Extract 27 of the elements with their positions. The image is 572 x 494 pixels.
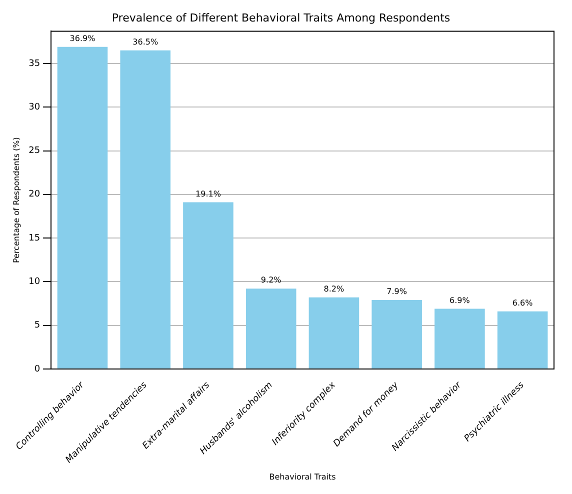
bar xyxy=(372,300,422,368)
y-axis-title: Percentage of Respondents (%) xyxy=(12,137,21,264)
chart-title: Prevalence of Different Behavioral Traits Among Respondents xyxy=(112,11,450,24)
bar xyxy=(434,308,485,368)
data-label: 8.2% xyxy=(324,284,345,294)
bar xyxy=(497,311,548,368)
y-tick-label: 30 xyxy=(28,102,40,112)
bar xyxy=(120,50,171,368)
bar xyxy=(246,288,296,368)
y-tick-label: 25 xyxy=(28,146,40,156)
x-axis-title: Behavioral Traits xyxy=(269,472,336,482)
bar xyxy=(308,297,360,368)
data-label: 9.2% xyxy=(260,276,282,285)
y-tick-label: 15 xyxy=(28,233,40,244)
y-tick-label: 35 xyxy=(28,58,40,69)
data-label: 19.1% xyxy=(196,189,222,198)
bar xyxy=(183,202,234,368)
data-label: 6.6% xyxy=(512,298,534,308)
y-tick-label: 5 xyxy=(34,320,40,331)
data-label: 6.9% xyxy=(450,296,470,305)
data-label: 7.9% xyxy=(386,287,408,296)
y-tick-label: 10 xyxy=(28,277,40,288)
data-label: 36.9% xyxy=(70,34,96,43)
y-tick-label: 0 xyxy=(34,364,40,374)
data-label: 36.5% xyxy=(132,37,158,46)
y-tick-label: 20 xyxy=(28,190,40,200)
bar xyxy=(57,46,108,368)
